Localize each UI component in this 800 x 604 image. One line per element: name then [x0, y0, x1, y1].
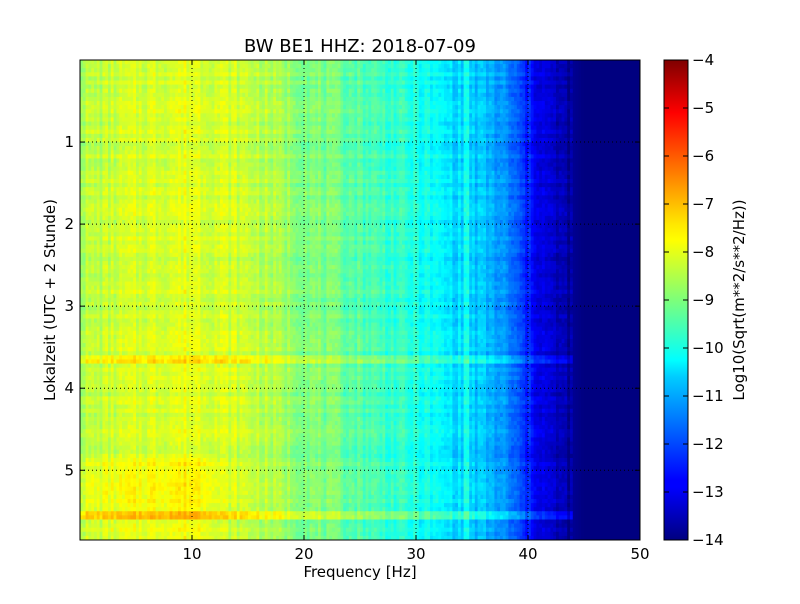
spectrogram-heatmap	[80, 60, 641, 541]
chart-title: BW BE1 HHZ: 2018-07-09	[244, 36, 476, 57]
